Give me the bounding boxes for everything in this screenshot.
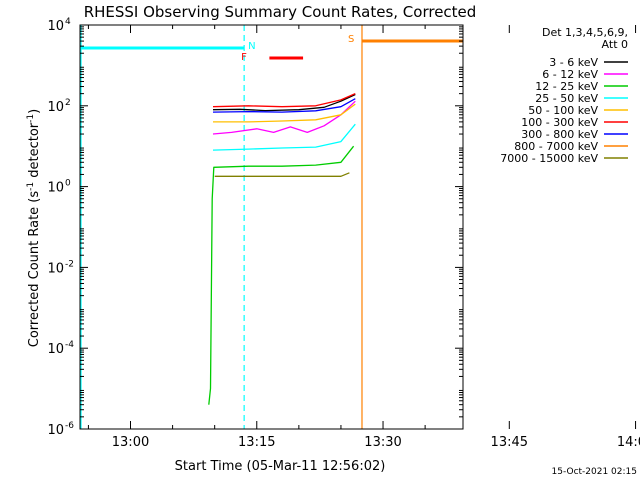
legend-label: 7000 - 15000 keV [500,152,598,165]
y-axis-label: Corrected Count Rate (s-1 detector-1) [26,109,42,347]
legend-label: 50 - 100 keV [528,104,598,117]
axes-frame [79,24,464,430]
footer-timestamp: 15-Oct-2021 02:15 [552,467,637,477]
legend-label: 800 - 7000 keV [514,140,598,153]
y-tick-exponent: 2 [65,98,71,108]
y-tick-exponent: -6 [65,421,74,431]
legend-label: 25 - 50 keV [535,92,598,105]
flag-label: N [248,41,255,52]
legend-label: 6 - 12 keV [542,68,598,81]
legend-label: 3 - 6 keV [549,56,598,69]
x-axis-label: Start Time (05-Mar-11 12:56:02) [175,459,386,474]
legend-label: 12 - 25 keV [535,80,598,93]
legend-header: Att 0 [602,38,628,51]
legend-label: 300 - 800 keV [521,128,598,141]
y-tick-exponent: 4 [65,17,71,27]
x-tick-label: 13:30 [364,435,401,450]
series-line-2 [208,145,355,405]
x-tick-label: 13:00 [112,435,149,450]
series-line-6 [212,98,356,113]
y-tick-label: 10 [47,342,64,357]
legend-header: Det 1,3,4,5,6,9, [542,26,628,39]
x-tick-label: 14:00 [617,435,640,450]
series-line-4 [213,103,356,123]
series-line-5 [212,93,356,108]
x-tick-label: 13:15 [238,435,275,450]
y-tick-label: 10 [47,19,64,34]
series-line-3 [212,123,356,151]
y-tick-exponent: 0 [65,179,71,189]
y-tick-label: 10 [47,261,64,276]
y-tick-label: 10 [47,423,64,438]
x-tick-label: 13:45 [491,435,528,450]
plot-frame [79,24,464,430]
series-line-0 [212,93,356,112]
y-tick-exponent: -4 [65,340,74,350]
y-tick-label: 10 [47,181,64,196]
chart-title: RHESSI Observing Summary Count Rates, Co… [84,3,477,21]
flag-label: F [241,52,247,63]
y-tick-exponent: -2 [65,259,74,269]
plot-area: NF S [80,25,463,429]
flag-label: S [348,34,354,45]
series-line-8 [214,172,350,177]
series-line-1 [212,100,356,135]
legend-label: 100 - 300 keV [521,116,598,129]
y-tick-label: 10 [47,100,64,115]
